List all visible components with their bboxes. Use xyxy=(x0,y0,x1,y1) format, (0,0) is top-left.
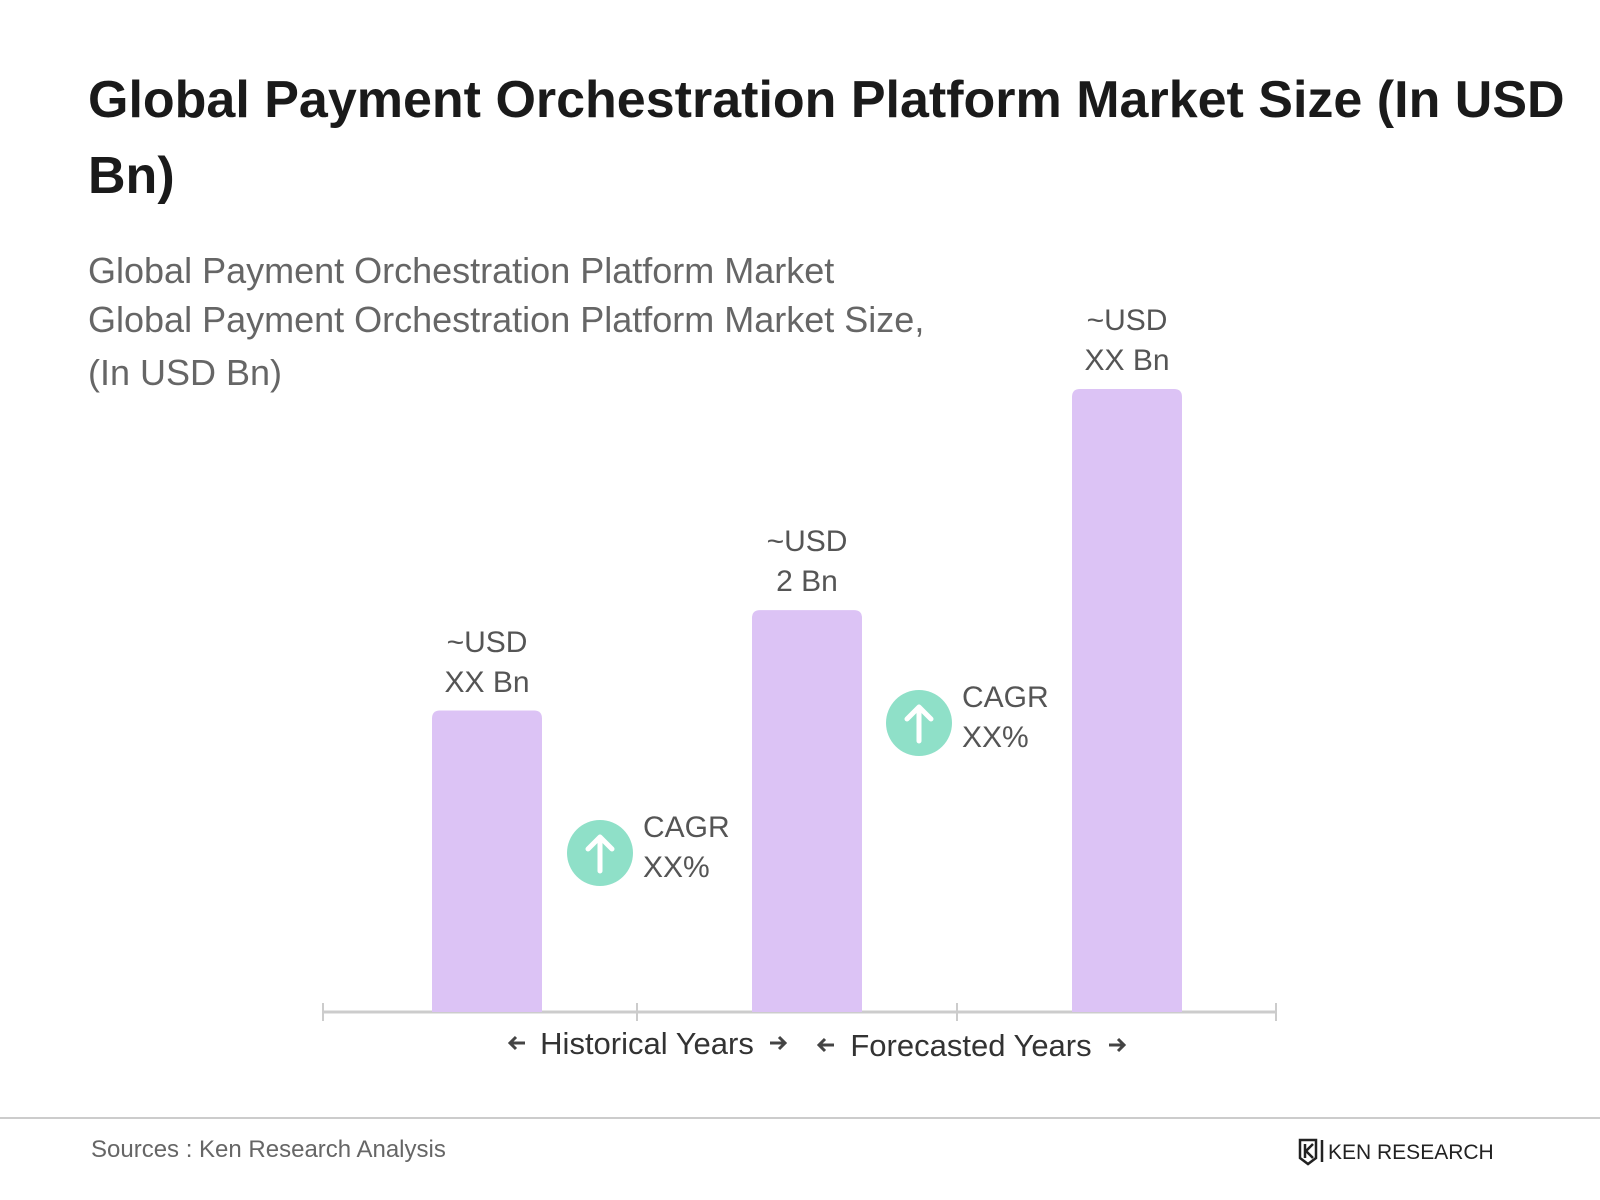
period-arrows xyxy=(507,1035,1127,1053)
period-label: Forecasted Years xyxy=(850,1028,1091,1063)
subtitle: (In USD Bn) xyxy=(88,352,283,393)
subtitle: Global Payment Orchestration Platform Ma… xyxy=(88,299,925,340)
cagr-label: CAGR XX% xyxy=(643,811,730,884)
bar xyxy=(432,710,542,1012)
logo-text: KEN RESEARCH xyxy=(1328,1141,1494,1164)
bar xyxy=(1072,389,1182,1012)
logo-icon xyxy=(1298,1138,1324,1166)
period-label: Historical Years xyxy=(540,1026,754,1061)
cagr-arrow xyxy=(904,704,934,744)
chart-title: Global Payment Orchestration Platform Ma… xyxy=(88,71,1565,205)
source: Sources : Ken Research Analysis xyxy=(91,1136,446,1163)
cagr-arrow xyxy=(585,834,615,874)
cagr-label: CAGR XX% xyxy=(962,681,1049,754)
value-label: ~USD 2 Bn xyxy=(766,525,848,599)
value-label: ~USD XX Bn xyxy=(444,625,530,699)
bar xyxy=(752,610,862,1012)
value-label: ~USD XX Bn xyxy=(1084,304,1170,377)
subtitle: Global Payment Orchestration Platform Ma… xyxy=(88,250,835,291)
